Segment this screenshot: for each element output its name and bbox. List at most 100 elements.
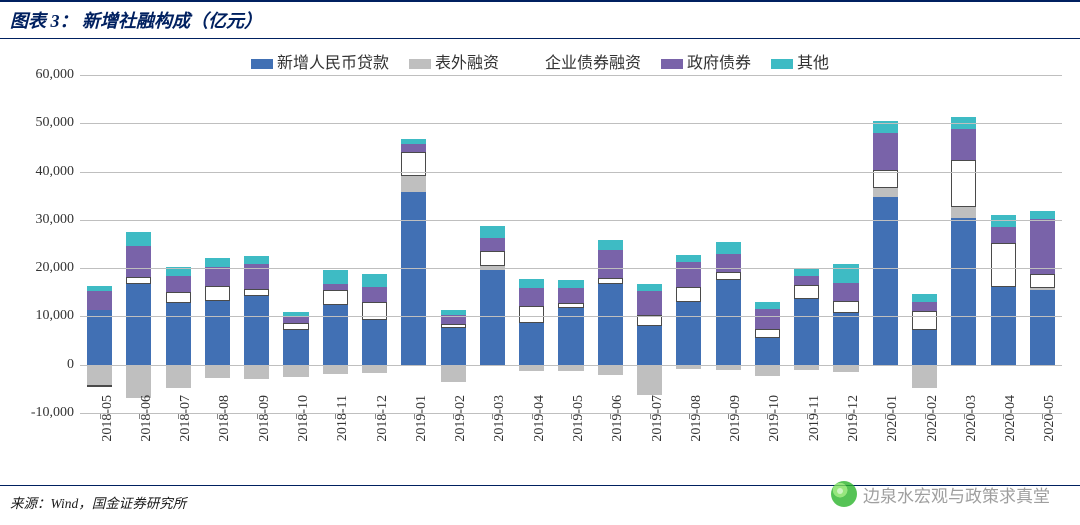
bar-segment [912, 311, 937, 330]
bar-segment [480, 251, 505, 266]
legend-item: 新增人民币贷款 [251, 49, 389, 73]
x-tick-label: 2019-12 [846, 395, 862, 455]
bar-segment [755, 365, 780, 376]
bar-segment [244, 365, 269, 379]
bar-segment [519, 323, 544, 365]
bar-column [198, 75, 237, 413]
legend-item: 政府债券 [661, 49, 751, 73]
bar-segment [637, 326, 662, 365]
bar-segment [598, 250, 623, 278]
bar-segment [637, 291, 662, 315]
y-tick-label: -10,000 [12, 405, 74, 421]
bar-segment [519, 279, 544, 288]
legend-label: 其他 [797, 55, 829, 72]
bar-segment [323, 365, 348, 374]
legend-item: 企业债券融资 [519, 49, 641, 73]
x-tick-label: 2018-08 [217, 395, 233, 455]
grid-line [80, 123, 1062, 124]
bar-segment [833, 313, 858, 365]
legend-swatch [251, 59, 273, 69]
bar-segment [166, 292, 191, 303]
x-tick-label: 2018-10 [296, 395, 312, 455]
bar-segment [480, 226, 505, 238]
bar-segment [519, 288, 544, 305]
legend-label: 新增人民币贷款 [277, 55, 389, 72]
bar-segment [1030, 211, 1055, 219]
legend-label: 企业债券融资 [545, 55, 641, 72]
chart: 新增人民币贷款表外融资企业债券融资政府债券其他 -10,000010,00020… [10, 45, 1070, 485]
watermark-text: 边泉水宏观与政策求真堂 [863, 482, 1050, 507]
x-tick-label: 2019-08 [689, 395, 705, 455]
legend-swatch [661, 59, 683, 69]
bar-segment [87, 385, 112, 387]
bar-segment [166, 303, 191, 365]
bar-segment [362, 320, 387, 365]
x-tick-label: 2019-05 [571, 395, 587, 455]
bar-segment [401, 139, 426, 144]
figure-title: 图表 3： 新增社融构成（亿元） [0, 0, 1080, 39]
watermark: 边泉水宏观与政策求真堂 [831, 481, 1050, 507]
bar-segment [126, 246, 151, 277]
bar-column [983, 75, 1022, 413]
bar-segment [126, 284, 151, 365]
y-tick-label: 0 [12, 357, 74, 373]
bar-segment [362, 365, 387, 373]
bar-segment [441, 324, 466, 328]
legend-item: 其他 [771, 49, 829, 73]
bar-column [630, 75, 669, 413]
bar-segment [87, 365, 112, 385]
bar-segment [991, 227, 1016, 243]
x-tick-label: 2019-10 [767, 395, 783, 455]
bar-segment [676, 255, 701, 262]
bar-segment [794, 285, 819, 299]
bar-segment [441, 365, 466, 382]
bar-column [748, 75, 787, 413]
x-tick-label: 2018-07 [178, 395, 194, 455]
bar-segment [205, 301, 230, 364]
bar-segment [716, 254, 741, 272]
bar-segment [126, 232, 151, 246]
bar-column [473, 75, 512, 413]
bar-segment [1030, 288, 1055, 290]
bar-segment [598, 284, 623, 365]
bar-segment [283, 365, 308, 378]
bar-column [866, 75, 905, 413]
y-tick-label: 20,000 [12, 260, 74, 276]
bar-segment [205, 258, 230, 267]
bar-segment [558, 288, 583, 302]
bar-segment [205, 267, 230, 286]
bar-segment [441, 310, 466, 316]
x-tick-label: 2020-02 [925, 395, 941, 455]
x-tick-label: 2019-07 [650, 395, 666, 455]
bar-column [905, 75, 944, 413]
bar-segment [951, 218, 976, 365]
bar-column [512, 75, 551, 413]
bar-column [591, 75, 630, 413]
grid-line [80, 75, 1062, 76]
bar-segment [519, 306, 544, 323]
bar-segment [598, 365, 623, 376]
bar-segment [1030, 274, 1055, 288]
bar-segment [755, 309, 780, 329]
bar-segment [873, 188, 898, 197]
wechat-icon [831, 481, 857, 507]
bar-column [237, 75, 276, 413]
bar-segment [558, 365, 583, 372]
bar-segment [598, 278, 623, 284]
bar-segment [1030, 219, 1055, 274]
bar-segment [441, 328, 466, 365]
grid-line [80, 268, 1062, 269]
grid-line [80, 220, 1062, 221]
x-tick-label: 2018-12 [375, 395, 391, 455]
legend-swatch [409, 59, 431, 69]
x-tick-label: 2020-01 [885, 395, 901, 455]
legend-label: 政府债券 [687, 55, 751, 72]
bar-segment [558, 280, 583, 289]
legend-label: 表外融资 [435, 55, 499, 72]
bar-segment [873, 197, 898, 365]
bar-column [669, 75, 708, 413]
bar-segment [912, 302, 937, 311]
bar-segment [401, 192, 426, 364]
x-tick-label: 2018-11 [335, 395, 351, 455]
bar-column [434, 75, 473, 413]
